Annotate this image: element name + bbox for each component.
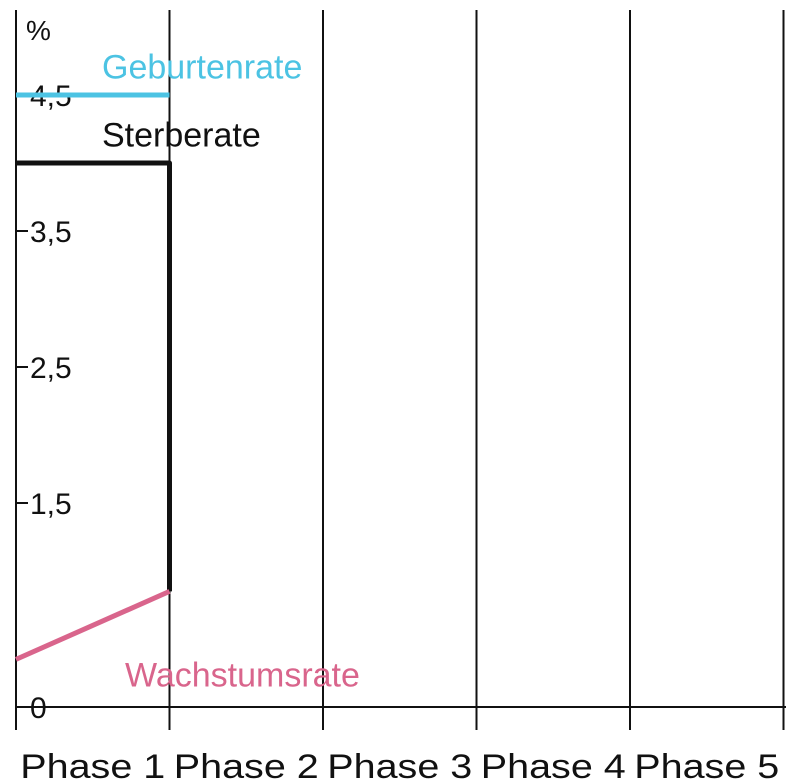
wachstumsrate-label: Wachstumsrate (125, 657, 360, 695)
phase-labels: Phase 1 Phase 2 Phase 3 Phase 4 Phase 5 (20, 748, 779, 784)
series-labels: Geburtenrate Sterberate Wachstumsrate (102, 49, 360, 695)
y-tick-label: 2,5 (30, 352, 72, 385)
sterberate-line (16, 160, 172, 592)
sterberate-label: Sterberate (102, 117, 261, 155)
phase-label: Phase 5 (634, 748, 779, 784)
phase-gridlines (168, 10, 785, 730)
series-lines (14, 92, 172, 662)
phase-label: Phase 4 (481, 748, 626, 784)
y-ticks: 4,53,52,51,50 (16, 80, 72, 725)
y-tick-label: 1,5 (30, 488, 72, 521)
y-unit-label: % (26, 15, 51, 46)
y-tick-label: 3,5 (30, 216, 72, 249)
geburtenrate-label: Geburtenrate (102, 49, 302, 87)
phase-label: Phase 1 (20, 748, 165, 784)
phase-label: Phase 3 (327, 748, 472, 784)
axes (15, 10, 786, 730)
y-tick-label: 0 (30, 692, 47, 725)
phase-label: Phase 2 (174, 748, 319, 784)
wachstumsrate-line (14, 589, 171, 662)
